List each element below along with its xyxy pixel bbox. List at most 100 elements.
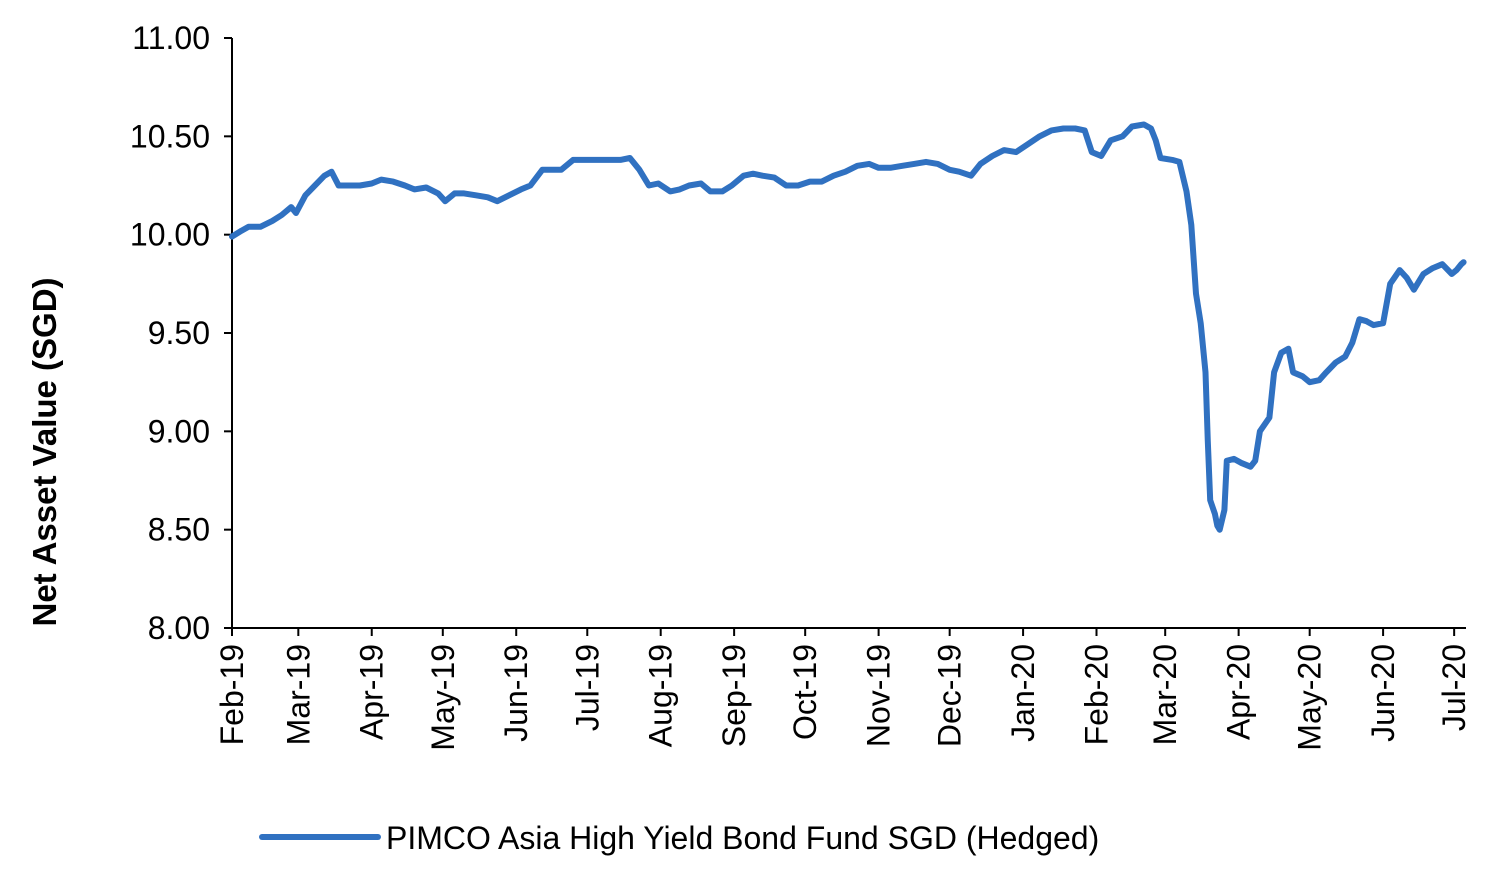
series-layer: [229, 121, 1467, 533]
data-point: [878, 167, 880, 169]
data-point: [1441, 263, 1443, 265]
data-point: [1100, 155, 1102, 157]
data-point: [709, 190, 711, 192]
data-point: [295, 212, 297, 214]
data-point: [323, 175, 325, 177]
data-point: [700, 183, 702, 184]
data-point: [889, 167, 891, 169]
data-point: [508, 194, 510, 196]
x-tick-label: Mar-20: [1147, 644, 1183, 745]
data-point: [392, 181, 394, 183]
x-tick-label: Jun-20: [1365, 644, 1401, 742]
data-point: [688, 185, 690, 186]
data-point: [1233, 458, 1235, 460]
data-point: [1250, 466, 1251, 468]
data-point: [868, 163, 870, 165]
data-point: [1143, 124, 1145, 125]
data-point: [1373, 324, 1375, 326]
data-point: [980, 163, 981, 165]
x-tick-label: Apr-20: [1221, 644, 1257, 740]
data-point: [314, 185, 316, 186]
x-tick-label: Nov-19: [861, 644, 897, 747]
data-point: [721, 190, 723, 192]
data-point: [752, 173, 754, 175]
data-point: [1358, 318, 1360, 320]
data-point: [1226, 460, 1228, 462]
data-point: [1131, 126, 1133, 127]
data-point: [1074, 128, 1076, 129]
data-point: [1150, 128, 1152, 129]
data-point: [248, 226, 250, 228]
data-point: [454, 192, 456, 194]
x-tick-label: Feb-19: [214, 644, 250, 745]
data-point: [359, 185, 361, 186]
data-point: [1451, 273, 1453, 275]
data-point: [1389, 283, 1391, 285]
x-tick-label: May-19: [425, 644, 461, 751]
legend: PIMCO Asia High Yield Bond Fund SGD (Hed…: [259, 820, 1099, 856]
data-point: [809, 181, 811, 183]
data-point: [444, 200, 446, 202]
data-point: [290, 206, 292, 208]
data-point: [1366, 320, 1367, 322]
data-point: [679, 188, 681, 190]
data-point: [1273, 371, 1275, 373]
data-point: [425, 187, 427, 188]
data-point: [1399, 269, 1401, 271]
data-point: [657, 183, 659, 184]
data-point: [475, 194, 477, 196]
data-point: [1003, 149, 1005, 151]
data-point: [1422, 273, 1424, 275]
series-line: [229, 121, 1467, 533]
data-point: [338, 185, 340, 186]
data-point: [1254, 460, 1256, 462]
data-point: [1292, 371, 1294, 373]
data-point: [1219, 529, 1221, 531]
data-point: [1223, 509, 1225, 511]
data-point: [844, 171, 846, 173]
y-tick-label: 11.00: [132, 20, 210, 56]
data-point: [541, 169, 543, 171]
data-point: [1200, 322, 1202, 324]
data-point: [1351, 342, 1353, 344]
data-point: [1280, 352, 1282, 354]
y-tick-label: 8.50: [148, 512, 210, 548]
data-point: [572, 159, 574, 161]
data-point: [991, 155, 993, 157]
data-point: [560, 169, 562, 171]
data-point: [648, 185, 650, 186]
data-point: [773, 177, 775, 179]
data-point: [1110, 139, 1112, 141]
data-point: [1209, 499, 1211, 501]
data-point: [913, 163, 915, 165]
x-tick-label: Jul-19: [569, 644, 605, 731]
data-point: [1207, 440, 1209, 442]
data-point: [584, 159, 586, 161]
data-point: [271, 220, 273, 222]
data-point: [463, 192, 465, 194]
data-point: [821, 181, 823, 183]
x-tick-label: Apr-19: [354, 644, 390, 740]
y-tick-label: 9.00: [148, 413, 210, 449]
data-point: [1259, 430, 1261, 432]
data-point: [437, 192, 439, 194]
data-point: [487, 196, 489, 198]
data-point: [496, 200, 498, 202]
data-point: [1216, 525, 1218, 527]
data-point: [1084, 129, 1086, 131]
data-point: [1268, 417, 1270, 419]
data-point: [856, 165, 858, 167]
data-point: [958, 171, 960, 173]
data-point: [1091, 151, 1093, 153]
data-point: [833, 175, 835, 177]
data-point: [1062, 128, 1064, 129]
data-point: [371, 183, 373, 184]
data-point: [1039, 135, 1041, 137]
data-point: [901, 165, 903, 167]
data-point: [413, 188, 415, 190]
data-point: [1051, 129, 1052, 131]
y-axis: 8.00 8.50 9.00 9.50 10.00 10.50 11.00: [130, 20, 233, 646]
x-tick-label: Feb-20: [1079, 644, 1115, 745]
data-point: [937, 163, 939, 165]
data-point: [1406, 277, 1408, 279]
